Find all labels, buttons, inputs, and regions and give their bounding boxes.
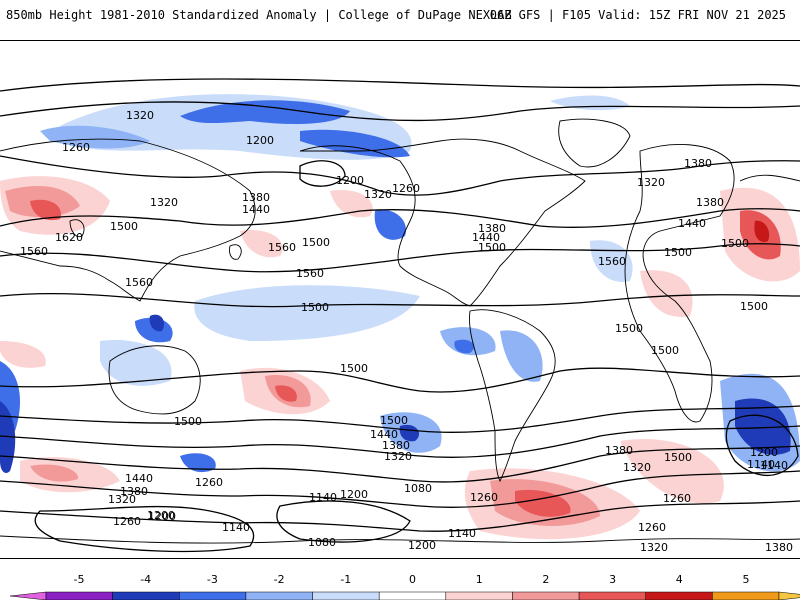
map-panel: 1320 1260 1200 1320 1380 1440 1560 1500 … [0,40,800,559]
contour-label: 1260 [663,492,691,505]
contour-label: 1500 [478,241,506,254]
contour-label: 1500 [664,451,692,464]
contour-label: 1440 [242,203,270,216]
map-canvas: 1320 1260 1200 1320 1380 1440 1560 1500 … [0,78,800,559]
contour-label: 1200 [336,174,364,187]
colorbar-segment [645,591,713,601]
contour-label: 1380 [120,485,148,498]
colorbar-tick-label: 2 [542,573,549,586]
colorbar-segment [179,591,247,601]
contour-label: 1260 [470,491,498,504]
contour-label: 1200 [246,134,274,147]
contour-label: 1320 [364,188,392,201]
contour-label: 1200 [148,510,176,523]
contour-label: 1080 [404,482,432,495]
contour-label: 1140 [309,491,337,504]
contour-label: 1560 [268,241,296,254]
colorbar-svg: -5 -4 -3 -2 -1 0 1 2 3 4 5 [9,573,800,601]
contour-label: 1500 [340,362,368,375]
contour-label: 1500 [615,322,643,335]
colorbar-segment [45,591,113,601]
colorbar-tick-label: 0 [409,573,416,586]
colorbar-tick-label: 5 [743,573,750,586]
contour-label: 1380 [696,196,724,209]
coastlines [0,118,800,544]
contour-label: 1500 [174,415,202,428]
contour-label: 1380 [478,222,506,235]
contour-label: 1620 [55,231,83,244]
contour-label: 1320 [150,196,178,209]
contour-label: 1200 [750,446,778,459]
header: 850mb Height 1981-2010 Standardized Anom… [0,0,800,30]
contour-label: 1560 [20,245,48,258]
colorbar-ticks: -5 -4 -3 -2 -1 0 1 2 3 4 5 [74,573,750,586]
map-title: 850mb Height 1981-2010 Standardized Anom… [6,8,512,22]
contour-label: 1140 [268,557,296,559]
contour-label: 1440 [125,472,153,485]
colorbar-segment [712,591,780,601]
contour-label: 1200 [340,488,368,501]
anomaly-shading [0,94,800,540]
colorbar-segment [312,591,380,601]
contour-label: 1200 [147,509,175,522]
contour-label: 1440 [678,217,706,230]
colorbar-tick-label: -4 [140,573,151,586]
contour-label: 1320 [384,450,412,463]
contour-label: 1320 [108,493,136,506]
colorbar-tick-label: -5 [74,573,85,586]
contour-label: 1500 [302,236,330,249]
contour-label: 1140 [747,458,775,471]
colorbar-tick-label: 4 [676,573,683,586]
colorbar-segment [445,591,513,601]
contour-label: 1500 [740,300,768,313]
contour-label: 1140 [448,527,476,540]
colorbar-segment [9,591,47,601]
colorbar-segment [578,591,646,601]
contour-label: 1320 [623,461,651,474]
contour-label: 1560 [598,255,626,268]
contour-label: 1440 [370,428,398,441]
contour-label: 1560 [296,267,324,280]
run-info: 06Z GFS | F105 Valid: 15Z FRI NOV 21 202… [489,8,786,22]
contour-label: 1260 [638,521,666,534]
colorbar-tick-label: -3 [207,573,218,586]
contour-label: 1500 [721,237,749,250]
contour-label: 1260 [195,476,223,489]
contour-label: 1440 [472,231,500,244]
contour-label: 1500 [110,220,138,233]
contour-label: 1500 [301,301,329,314]
contour-label: 1560 [125,276,153,289]
contour-label: 1140 [760,459,788,472]
contour-label: 1260 [113,515,141,528]
contour-label: 1380 [765,541,793,554]
contour-label: 1500 [651,344,679,357]
height-contours [0,78,800,553]
contour-label: 1080 [308,536,336,549]
colorbar-segments [9,591,800,601]
contour-label: 1140 [222,521,250,534]
contour-label: 1380 [382,439,410,452]
colorbar: -5 -4 -3 -2 -1 0 1 2 3 4 5 [0,570,800,601]
colorbar-segment [112,591,180,601]
contour-label: 1320 [126,109,154,122]
colorbar-segment [378,591,447,601]
colorbar-segment [512,591,580,601]
contour-label: 1380 [684,157,712,170]
contour-label: 1500 [664,246,692,259]
colorbar-segment [778,591,800,601]
contour-label: 1380 [605,444,633,457]
colorbar-tick-label: 1 [476,573,483,586]
contour-label: 1500 [380,414,408,427]
contour-label-group: 1320 1260 1200 1320 1380 1440 1560 1500 … [20,109,793,559]
colorbar-segment [245,591,313,601]
contour-label: 1260 [392,182,420,195]
contour-label: 1200 [408,539,436,552]
contour-label: 1380 [242,191,270,204]
contour-label: 1260 [62,141,90,154]
contour-label: 1320 [637,176,665,189]
contour-label: 1320 [640,541,668,554]
colorbar-tick-label: -2 [274,573,285,586]
colorbar-tick-label: -1 [340,573,351,586]
colorbar-tick-label: 3 [609,573,616,586]
